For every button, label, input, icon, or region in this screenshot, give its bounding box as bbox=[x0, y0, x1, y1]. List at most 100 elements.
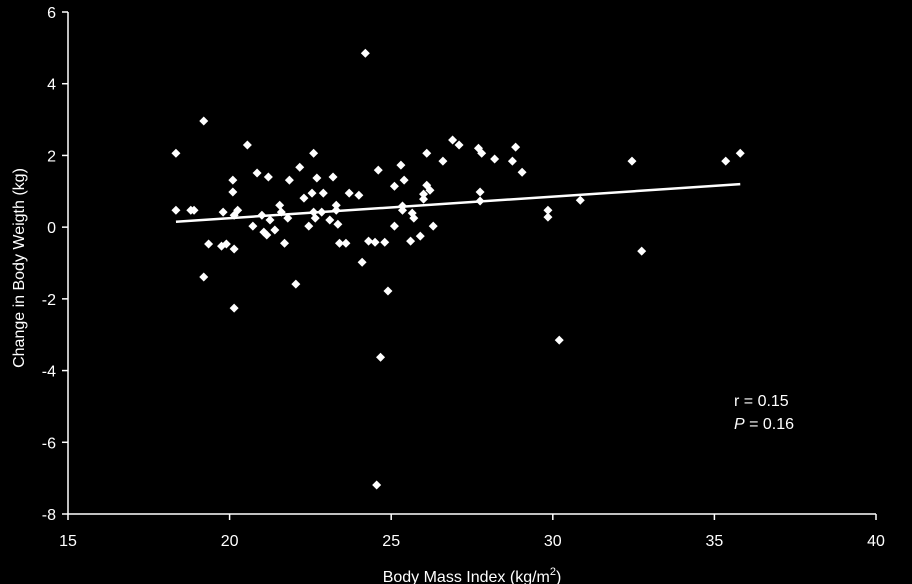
point bbox=[406, 236, 416, 246]
point bbox=[475, 187, 485, 197]
x-tick-label: 20 bbox=[221, 533, 239, 550]
point bbox=[218, 207, 228, 217]
point bbox=[409, 213, 419, 223]
point bbox=[360, 48, 370, 58]
x-tick-label: 40 bbox=[867, 533, 885, 550]
point bbox=[229, 244, 239, 254]
point bbox=[543, 212, 553, 222]
point bbox=[199, 272, 209, 282]
point bbox=[627, 156, 637, 166]
y-tick-label: -6 bbox=[42, 435, 56, 452]
point bbox=[312, 173, 322, 183]
point bbox=[507, 156, 517, 166]
point bbox=[284, 175, 294, 185]
point bbox=[477, 148, 487, 158]
point bbox=[171, 205, 181, 215]
point bbox=[275, 200, 285, 210]
point bbox=[373, 165, 383, 175]
point bbox=[517, 167, 527, 177]
y-tick-label: 2 bbox=[47, 148, 56, 165]
point bbox=[263, 172, 273, 182]
x-axis-label-part: ) bbox=[556, 569, 561, 584]
point bbox=[354, 190, 364, 200]
x-tick-label: 15 bbox=[59, 533, 77, 550]
point bbox=[229, 303, 239, 313]
point bbox=[637, 246, 647, 256]
point bbox=[318, 188, 328, 198]
point bbox=[554, 335, 564, 345]
point bbox=[334, 238, 344, 248]
point bbox=[341, 238, 351, 248]
annotation: r = 0.15 bbox=[734, 393, 789, 410]
point bbox=[280, 238, 290, 248]
point bbox=[228, 187, 238, 197]
annotation-part: r = 0.15 bbox=[734, 393, 789, 410]
point bbox=[310, 213, 320, 223]
point bbox=[295, 162, 305, 172]
point bbox=[448, 135, 458, 145]
point bbox=[389, 181, 399, 191]
point bbox=[248, 221, 258, 231]
point bbox=[399, 175, 409, 185]
point bbox=[328, 172, 338, 182]
point bbox=[309, 148, 319, 158]
y-tick-label: 4 bbox=[47, 77, 56, 94]
point bbox=[454, 140, 464, 150]
y-tick-label: 6 bbox=[47, 5, 56, 22]
point bbox=[438, 156, 448, 166]
point bbox=[344, 188, 354, 198]
y-axis-label: Change in Body Weigth (kg) bbox=[11, 168, 28, 368]
x-axis-label: Body Mass Index (kg/m2) bbox=[383, 566, 562, 584]
annotation-part: P bbox=[734, 416, 745, 433]
point bbox=[415, 231, 425, 241]
point bbox=[396, 160, 406, 170]
point bbox=[304, 221, 314, 231]
point bbox=[376, 352, 386, 362]
point bbox=[419, 194, 429, 204]
point bbox=[283, 213, 293, 223]
point bbox=[428, 221, 438, 231]
trend-line bbox=[175, 182, 741, 224]
y-tick-label: -2 bbox=[42, 292, 56, 309]
point bbox=[735, 148, 745, 158]
annotation: P = 0.16 bbox=[734, 416, 794, 433]
point bbox=[291, 279, 301, 289]
point bbox=[380, 237, 390, 247]
point bbox=[228, 175, 238, 185]
point bbox=[357, 257, 367, 267]
point bbox=[331, 200, 341, 210]
x-axis-label-part: Body Mass Index (kg/m bbox=[383, 569, 550, 584]
point bbox=[299, 193, 309, 203]
point bbox=[204, 239, 214, 249]
point bbox=[511, 142, 521, 152]
point bbox=[422, 148, 432, 158]
point bbox=[252, 168, 262, 178]
point bbox=[383, 286, 393, 296]
point bbox=[189, 205, 199, 215]
point bbox=[325, 215, 335, 225]
point bbox=[543, 205, 553, 215]
point bbox=[242, 140, 252, 150]
point bbox=[364, 236, 374, 246]
point bbox=[372, 480, 382, 490]
point bbox=[221, 239, 231, 249]
point bbox=[265, 215, 275, 225]
point bbox=[721, 156, 731, 166]
point bbox=[333, 219, 343, 229]
point bbox=[270, 225, 280, 235]
y-tick-label: 0 bbox=[47, 220, 56, 237]
y-tick-label: -8 bbox=[42, 507, 56, 524]
point bbox=[575, 195, 585, 205]
x-axis-label-part: 2 bbox=[550, 566, 556, 578]
point bbox=[171, 148, 181, 158]
annotation-part: = 0.16 bbox=[745, 416, 794, 433]
x-tick-label: 35 bbox=[706, 533, 724, 550]
x-tick-label: 30 bbox=[544, 533, 562, 550]
point bbox=[307, 188, 317, 198]
point bbox=[233, 205, 243, 215]
point bbox=[370, 237, 380, 247]
point bbox=[425, 185, 435, 195]
y-tick-label: -4 bbox=[42, 364, 56, 381]
